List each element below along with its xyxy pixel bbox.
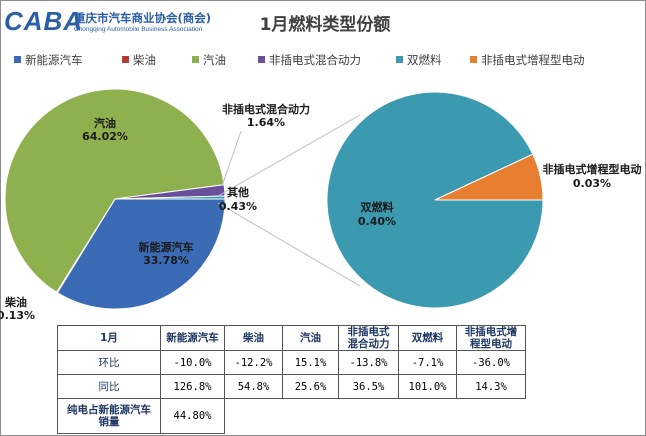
table-footer-label: 纯电占新能源汽车销量 xyxy=(57,398,161,434)
legend-item-range-extender: 非插电式增程型电动 xyxy=(470,52,585,68)
legend-item-dual-fuel: 双燃料 xyxy=(396,52,442,68)
table-row-label: 同比 xyxy=(57,374,161,399)
secondary-pie xyxy=(326,91,544,309)
slice-label-gasoline-value: 64.02% xyxy=(82,130,128,143)
legend-swatch xyxy=(396,56,403,63)
slice-label-nev-value: 33.78% xyxy=(143,254,189,267)
logo-chinese-name: 重庆市汽车商业协会(商会) xyxy=(74,11,212,25)
table-cell: 14.3% xyxy=(456,374,526,399)
logo-mark: CABA xyxy=(4,6,84,36)
table-footer-value: 44.80% xyxy=(160,398,225,434)
slice-label-dual-fuel-value: 0.40% xyxy=(358,215,396,228)
connector-line-top xyxy=(217,114,361,197)
table-cell: 36.5% xyxy=(338,374,399,399)
table-cell: 15.1% xyxy=(282,350,339,375)
table-cell: -10.0% xyxy=(160,350,225,375)
legend-label: 柴油 xyxy=(133,53,156,67)
table-cell: 126.8% xyxy=(160,374,225,399)
legend-item-non-plugin-hybrid: 非插电式混合动力 xyxy=(258,52,361,68)
caba-logo: CABA 重庆市汽车商业协会(商会) Chongqing Automobile … xyxy=(4,6,234,38)
table-header-cell: 非插电式增程型电动 xyxy=(456,325,526,351)
table-header-cell: 汽油 xyxy=(282,325,339,351)
table-header-cell: 双燃料 xyxy=(398,325,457,351)
legend-item-nev: 新能源汽车 xyxy=(14,52,83,68)
table-corner-cell: 1月 xyxy=(57,325,161,351)
table-header-row: 1月 新能源汽车 柴油 汽油 非插电式混合动力 双燃料 非插电式增程型电动 xyxy=(57,325,526,351)
slice-label-diesel-value: 0.13% xyxy=(0,309,35,322)
main-pie-slice-4 xyxy=(114,195,226,200)
legend-swatch xyxy=(122,56,129,63)
table-row: 环比 -10.0% -12.2% 15.1% -13.8% -7.1% -36.… xyxy=(57,350,526,375)
table-cell: 101.0% xyxy=(398,374,457,399)
legend-label: 非插电式混合动力 xyxy=(269,53,361,67)
table-header-cell: 非插电式混合动力 xyxy=(338,325,399,351)
table-row: 同比 126.8% 54.8% 25.6% 36.5% 101.0% 14.3% xyxy=(57,374,526,399)
table-footer-row: 纯电占新能源汽车销量 44.80% xyxy=(57,398,526,434)
main-pie-slice-2 xyxy=(4,88,225,293)
main-pie xyxy=(4,88,226,310)
slice-label-hybrid-name: 非插电式混合动力 xyxy=(222,102,310,116)
table-header-cell: 新能源汽车 xyxy=(160,325,225,351)
slice-label-range-extender-name: 非插电式增程型电动 xyxy=(543,162,642,176)
legend-label: 双燃料 xyxy=(407,53,442,67)
main-pie-slice-0 xyxy=(56,198,226,310)
pie-connectors xyxy=(217,114,361,287)
slice-label-dual-fuel-name: 双燃料 xyxy=(361,200,394,214)
growth-table: 1月 新能源汽车 柴油 汽油 非插电式混合动力 双燃料 非插电式增程型电动 环比… xyxy=(57,325,526,434)
legend-item-diesel: 柴油 xyxy=(122,52,156,68)
legend-label: 非插电式增程型电动 xyxy=(481,53,585,67)
legend-swatch xyxy=(470,56,477,63)
table-header-cell: 柴油 xyxy=(224,325,283,351)
legend-label: 汽油 xyxy=(203,53,226,67)
slice-label-hybrid-value: 1.64% xyxy=(247,116,285,129)
table-cell: -36.0% xyxy=(456,350,526,375)
leader-line-hybrid xyxy=(221,130,242,187)
slice-label-diesel-name: 柴油 xyxy=(4,295,27,309)
table-cell: -7.1% xyxy=(398,350,457,375)
slice-label-nev-name: 新能源汽车 xyxy=(139,240,194,254)
legend-swatch xyxy=(258,56,265,63)
table-footer-blank xyxy=(225,399,526,434)
legend-item-gasoline: 汽油 xyxy=(192,52,226,68)
table-cell: -12.2% xyxy=(224,350,283,375)
legend-label: 新能源汽车 xyxy=(25,53,83,67)
slice-label-other-value: 0.43% xyxy=(219,200,257,213)
slice-label-other-name: 其他 xyxy=(227,185,249,199)
legend-swatch xyxy=(14,56,21,63)
slice-label-range-extender-value: 0.03% xyxy=(573,177,611,190)
table-cell: 54.8% xyxy=(224,374,283,399)
chart-title: 1月燃料类型份额 xyxy=(259,15,391,35)
table-cell: 25.6% xyxy=(282,374,339,399)
logo-english-name: Chongqing Automobile Business Associatio… xyxy=(74,26,203,33)
slice-label-gasoline-name: 汽油 xyxy=(94,116,116,130)
connector-line-bottom xyxy=(217,202,361,287)
secondary-pie-slice-1 xyxy=(434,153,544,201)
table-row-label: 环比 xyxy=(57,350,161,375)
table-cell: -13.8% xyxy=(338,350,399,375)
legend-swatch xyxy=(192,56,199,63)
